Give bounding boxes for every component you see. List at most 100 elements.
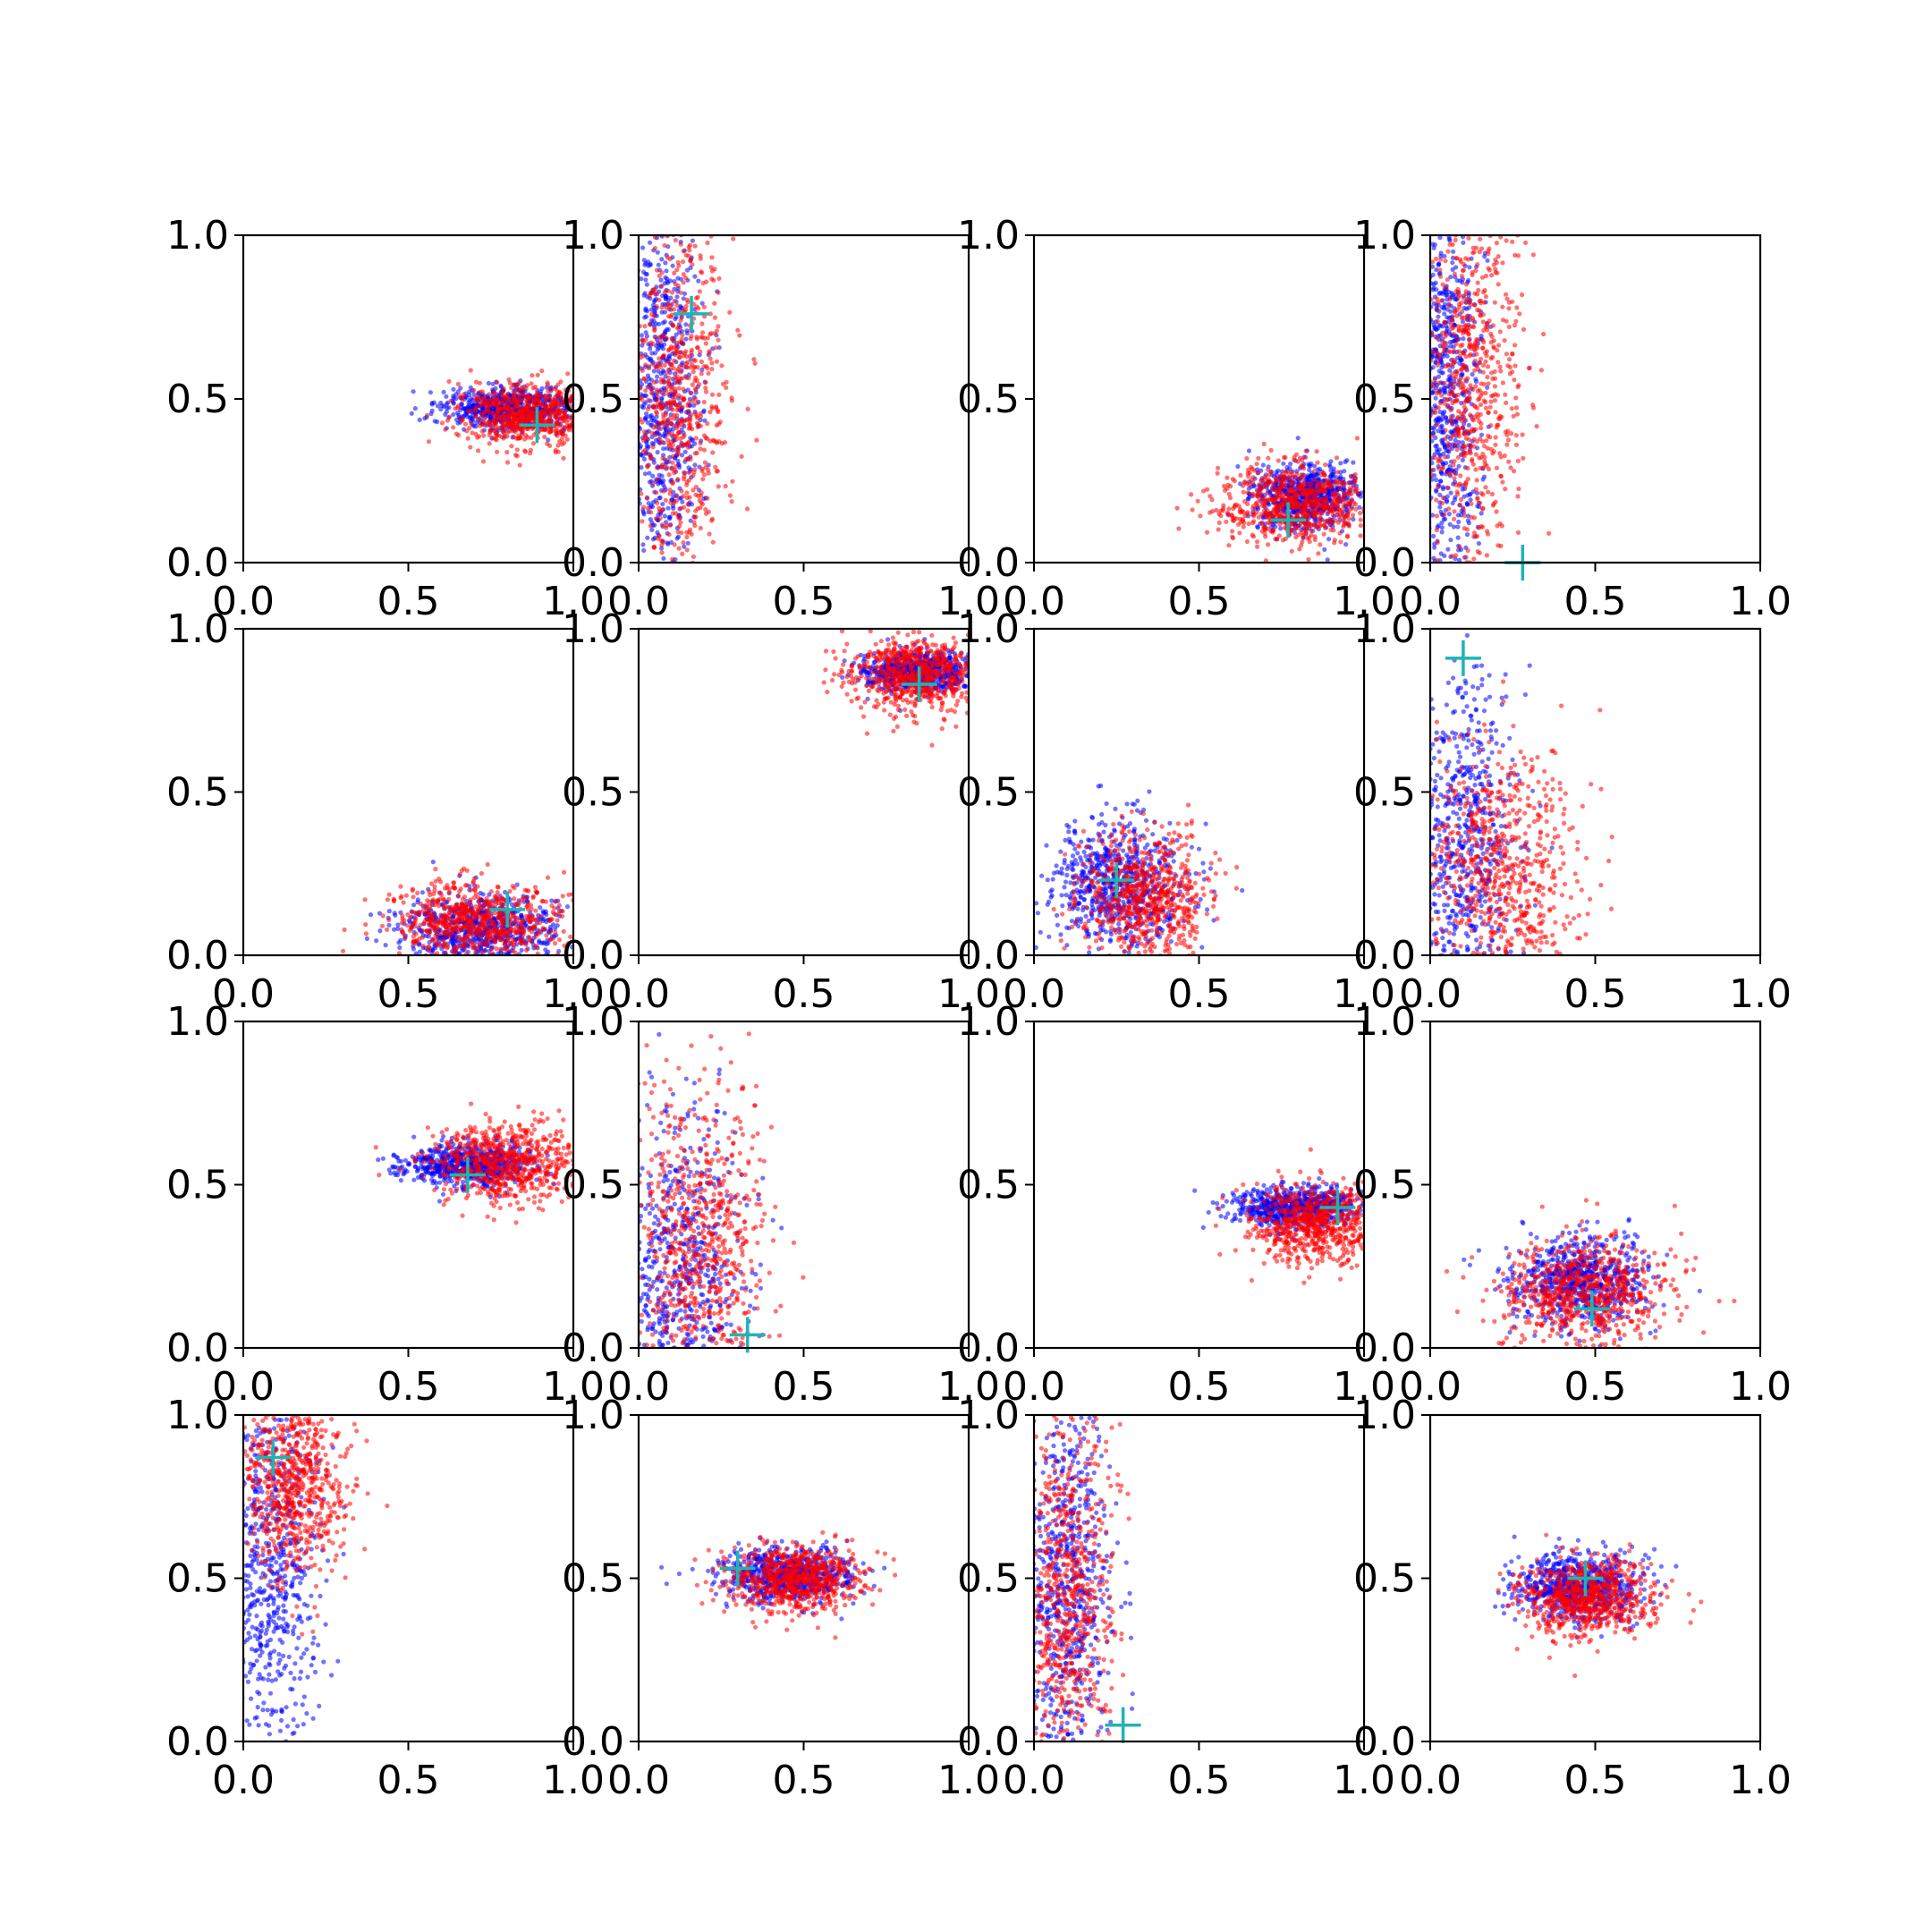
point-red bbox=[686, 253, 691, 258]
point-red bbox=[657, 361, 663, 368]
point-red bbox=[1280, 512, 1285, 517]
point-blue bbox=[694, 228, 699, 233]
point-red bbox=[654, 365, 659, 370]
point-red bbox=[1277, 485, 1283, 490]
point-red bbox=[1297, 483, 1302, 488]
point-red bbox=[1352, 479, 1357, 485]
point-red bbox=[686, 376, 691, 381]
point-red bbox=[662, 362, 667, 368]
point-blue bbox=[1453, 437, 1458, 443]
point-red bbox=[655, 389, 660, 394]
point-blue bbox=[1326, 537, 1332, 542]
point-red bbox=[1464, 451, 1470, 456]
point-red bbox=[1301, 478, 1307, 483]
point-red bbox=[1436, 352, 1443, 358]
point-red bbox=[703, 386, 708, 391]
y-tick-label: 1.0 bbox=[562, 213, 624, 258]
point-red bbox=[1497, 364, 1503, 369]
point-red bbox=[1483, 485, 1488, 490]
point-red bbox=[1488, 356, 1494, 361]
point-blue bbox=[1474, 490, 1479, 496]
point-red bbox=[696, 493, 701, 499]
point-red bbox=[1274, 478, 1279, 483]
point-red bbox=[659, 464, 665, 470]
point-red bbox=[1455, 454, 1461, 460]
point-red bbox=[443, 427, 448, 432]
point-red bbox=[1492, 384, 1497, 389]
point-red bbox=[653, 335, 659, 340]
point-red bbox=[472, 408, 479, 413]
point-red bbox=[714, 359, 720, 364]
point-red bbox=[1296, 532, 1301, 538]
point-red bbox=[1303, 448, 1309, 453]
point-red bbox=[504, 392, 510, 397]
point-red bbox=[473, 379, 479, 385]
point-red bbox=[1258, 512, 1264, 517]
point-red bbox=[1309, 528, 1314, 534]
point-red bbox=[673, 386, 678, 392]
point-red bbox=[646, 397, 651, 402]
point-red bbox=[1466, 436, 1471, 442]
point-blue bbox=[665, 505, 671, 511]
point-blue bbox=[438, 406, 444, 412]
point-blue bbox=[640, 228, 645, 233]
point-red bbox=[1222, 487, 1228, 493]
point-red bbox=[674, 412, 680, 418]
point-red bbox=[481, 409, 487, 415]
point-red bbox=[666, 375, 672, 380]
point-blue bbox=[1309, 473, 1314, 479]
point-red bbox=[727, 493, 733, 498]
point-blue bbox=[1278, 526, 1284, 531]
point-red bbox=[506, 428, 512, 434]
point-red bbox=[646, 366, 652, 371]
point-red bbox=[564, 397, 570, 402]
point-blue bbox=[655, 347, 660, 352]
point-red bbox=[670, 453, 676, 459]
point-red bbox=[1445, 441, 1451, 446]
point-blue bbox=[1445, 547, 1451, 552]
point-red bbox=[674, 407, 680, 413]
point-red bbox=[1513, 318, 1519, 324]
point-red bbox=[1208, 494, 1213, 499]
point-blue bbox=[435, 419, 440, 425]
point-red bbox=[1481, 444, 1487, 449]
point-blue bbox=[685, 540, 691, 546]
point-blue bbox=[645, 309, 650, 314]
point-red bbox=[1281, 483, 1286, 489]
point-blue bbox=[1438, 250, 1444, 256]
point-blue bbox=[648, 503, 654, 508]
point-blue bbox=[1316, 476, 1321, 481]
point-red bbox=[1479, 390, 1485, 396]
point-red bbox=[645, 230, 649, 234]
point-red bbox=[1423, 274, 1428, 278]
point-red bbox=[699, 321, 705, 326]
point-red bbox=[479, 389, 486, 394]
point-red bbox=[1306, 512, 1311, 518]
point-blue bbox=[1425, 335, 1429, 340]
point-blue bbox=[1442, 311, 1447, 317]
point-blue bbox=[1446, 235, 1452, 240]
point-red bbox=[642, 447, 648, 453]
point-red bbox=[698, 349, 703, 354]
subplot-4: 0.00.00.50.51.01.0 bbox=[1353, 213, 1792, 624]
point-red bbox=[679, 488, 684, 494]
point-red bbox=[1288, 469, 1293, 475]
point-red bbox=[670, 460, 675, 465]
point-red bbox=[1346, 480, 1352, 486]
point-red bbox=[641, 229, 646, 233]
point-red bbox=[632, 415, 637, 419]
point-red bbox=[1434, 391, 1439, 396]
point-red bbox=[1230, 529, 1235, 534]
point-red bbox=[655, 536, 661, 541]
point-red bbox=[477, 403, 483, 409]
point-red bbox=[557, 439, 563, 445]
point-blue bbox=[644, 411, 649, 417]
point-red bbox=[1323, 520, 1328, 525]
point-red bbox=[1515, 458, 1521, 464]
point-red bbox=[560, 418, 565, 424]
point-red bbox=[752, 360, 758, 366]
point-red bbox=[1495, 393, 1501, 398]
point-blue bbox=[1439, 365, 1445, 370]
point-red bbox=[661, 488, 666, 494]
point-red bbox=[1494, 241, 1499, 246]
